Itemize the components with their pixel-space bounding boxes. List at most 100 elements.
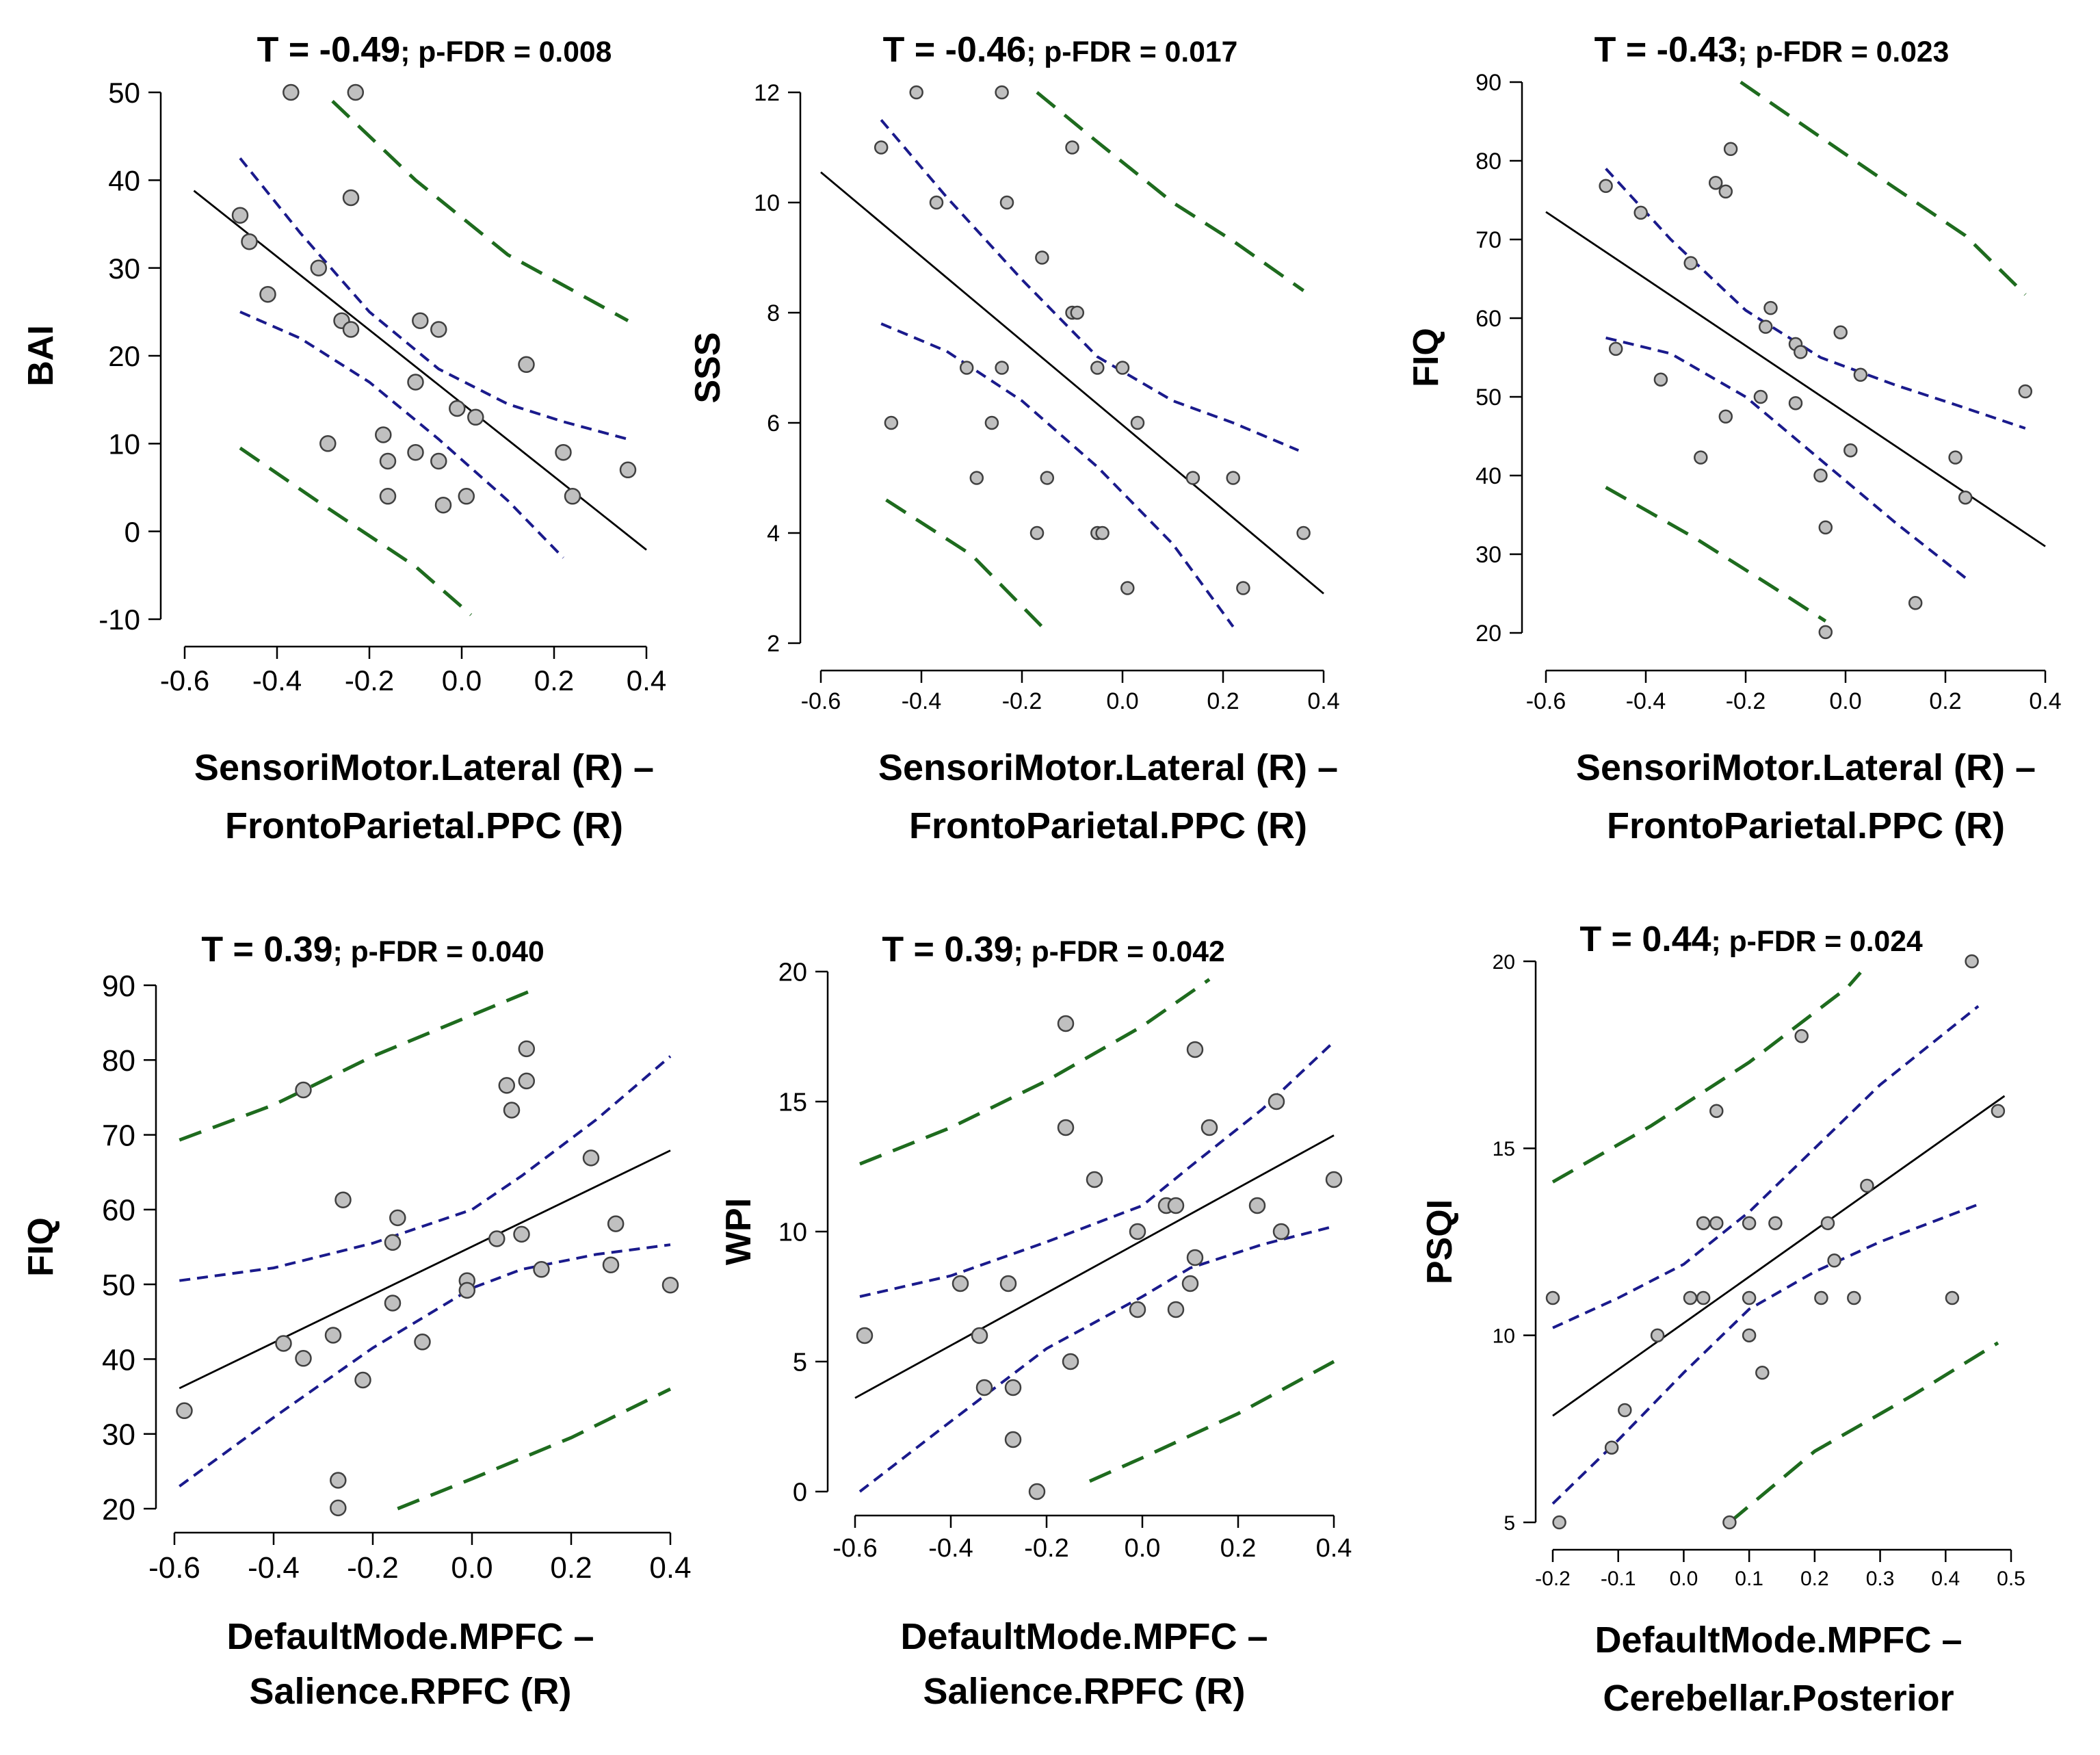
- confidence-band-upper: [880, 119, 1300, 452]
- data-point: [1718, 409, 1733, 424]
- data-point: [389, 1209, 406, 1227]
- data-point: [1545, 1290, 1560, 1305]
- title-p-value: ; p-FDR = 0.008: [400, 36, 612, 68]
- y-axis-label: FIQ: [1406, 328, 1446, 387]
- data-point: [1272, 1223, 1290, 1240]
- data-point: [1236, 581, 1250, 595]
- y-tick-label: 30: [102, 1418, 135, 1452]
- confidence-band-upper: [1605, 168, 2026, 430]
- data-point: [458, 1282, 476, 1299]
- data-point: [969, 471, 984, 485]
- x-tick-label: 0.4: [1307, 688, 1339, 714]
- y-tick-label: 4: [767, 521, 780, 547]
- y-tick-label: 12: [754, 80, 780, 106]
- prediction-band-lower: [1605, 486, 1827, 623]
- data-point: [231, 207, 249, 224]
- x-tick-label: 0.2: [534, 664, 574, 697]
- title-p-value: ; p-FDR = 0.024: [1711, 925, 1923, 958]
- data-point: [518, 1072, 536, 1090]
- data-point: [1653, 372, 1668, 387]
- x-tick-label: 0.0: [1125, 1534, 1161, 1563]
- data-point: [1718, 184, 1733, 199]
- data-point: [995, 85, 1009, 100]
- data-point: [1115, 361, 1130, 375]
- data-point: [379, 452, 397, 470]
- data-point: [1065, 140, 1079, 155]
- x-tick-label: -0.2: [1726, 688, 1766, 714]
- data-point: [1742, 1328, 1757, 1342]
- prediction-band-lower: [1728, 1341, 1999, 1524]
- y-tick-label: 20: [1475, 621, 1501, 647]
- x-tick-label: 0.4: [2029, 688, 2061, 714]
- y-tick-label: 10: [1493, 1325, 1515, 1347]
- y-tick-label: 15: [1493, 1138, 1515, 1160]
- data-point: [1853, 367, 1868, 382]
- data-point: [1057, 1119, 1075, 1136]
- data-point: [513, 1225, 530, 1243]
- confidence-band-lower: [858, 1225, 1335, 1493]
- regression-line: [1545, 211, 2046, 547]
- data-point: [607, 1215, 625, 1232]
- data-point: [324, 1327, 342, 1344]
- y-tick-label: 6: [767, 411, 780, 437]
- title-statistic: T = 0.44: [1579, 920, 1711, 959]
- prediction-band-upper: [859, 978, 1211, 1166]
- y-tick-label: 40: [102, 1343, 135, 1377]
- x-tick-label: 0.5: [1997, 1568, 2025, 1590]
- data-point: [1130, 415, 1145, 430]
- data-point: [661, 1276, 679, 1294]
- data-point: [1029, 525, 1045, 541]
- x-tick-label: 0.2: [1207, 688, 1239, 714]
- y-tick-label: 60: [1475, 306, 1501, 332]
- y-axis-label: FIQ: [21, 1217, 61, 1277]
- data-point: [1742, 1290, 1757, 1305]
- data-point: [330, 1472, 347, 1489]
- data-point: [407, 374, 424, 391]
- title-p-value: ; p-FDR = 0.017: [1026, 36, 1237, 68]
- data-point: [1167, 1301, 1185, 1318]
- data-point: [1788, 395, 1803, 411]
- data-point: [884, 415, 899, 430]
- y-tick-label: 80: [1475, 148, 1501, 174]
- data-point: [555, 443, 572, 461]
- confidence-band-upper: [179, 1055, 672, 1282]
- data-point: [384, 1234, 402, 1251]
- y-tick-label: 0: [793, 1479, 807, 1507]
- x-tick-label: -0.2: [1024, 1534, 1068, 1563]
- y-tick-label: 80: [102, 1044, 135, 1078]
- data-point: [407, 443, 424, 461]
- scatter-panel-6: -0.2 -0.1 0.0 0.1 0.2 0.3 0.4 0.5 5 10 15 20 T = 0.4…: [1420, 920, 2025, 1719]
- data-point: [959, 361, 974, 375]
- scatter-panel-2: -0.6 -0.4 -0.2 0.0 0.2 0.4 2 4 6 8 10 12 T = -0.46; …: [688, 30, 1340, 846]
- y-tick-label: 60: [102, 1194, 135, 1227]
- confidence-band-upper: [1552, 1005, 1980, 1329]
- x-tick-label: 0.4: [1931, 1568, 1960, 1590]
- x-axis-label-line2: FrontoParietal.PPC (R): [225, 805, 623, 846]
- data-point: [909, 85, 923, 100]
- data-point: [347, 83, 365, 101]
- y-tick-label: 10: [108, 428, 140, 460]
- data-point: [430, 452, 447, 470]
- x-axis-label-line1: DefaultMode.MPFC –: [1594, 1620, 1962, 1661]
- x-tick-label: -0.4: [902, 688, 942, 714]
- y-tick-label: 5: [1504, 1512, 1515, 1535]
- regression-line: [854, 1134, 1335, 1399]
- scatter-panel-1: -0.6 -0.4 -0.2 0.0 0.2 0.4 -10 0 10 20 30 40 50 T = -…: [21, 30, 666, 846]
- x-tick-label: -0.2: [345, 664, 394, 697]
- panel-title: T = 0.39; p-FDR = 0.040: [201, 930, 544, 970]
- data-point: [533, 1261, 550, 1278]
- y-tick-label: 8: [767, 300, 780, 326]
- confidence-band-lower: [880, 322, 1235, 628]
- data-point: [1035, 250, 1049, 265]
- data-point: [1186, 1249, 1204, 1266]
- y-tick-label: 10: [778, 1219, 807, 1247]
- x-tick-label: 0.3: [1866, 1568, 1895, 1590]
- y-tick-label: 30: [1475, 542, 1501, 568]
- data-point: [1833, 325, 1848, 339]
- data-point: [856, 1327, 874, 1344]
- title-p-value: ; p-FDR = 0.023: [1737, 36, 1949, 68]
- data-point: [1709, 1104, 1724, 1118]
- data-point: [1723, 142, 1738, 157]
- x-tick-label: -0.6: [160, 664, 209, 697]
- y-tick-label: -10: [99, 603, 140, 636]
